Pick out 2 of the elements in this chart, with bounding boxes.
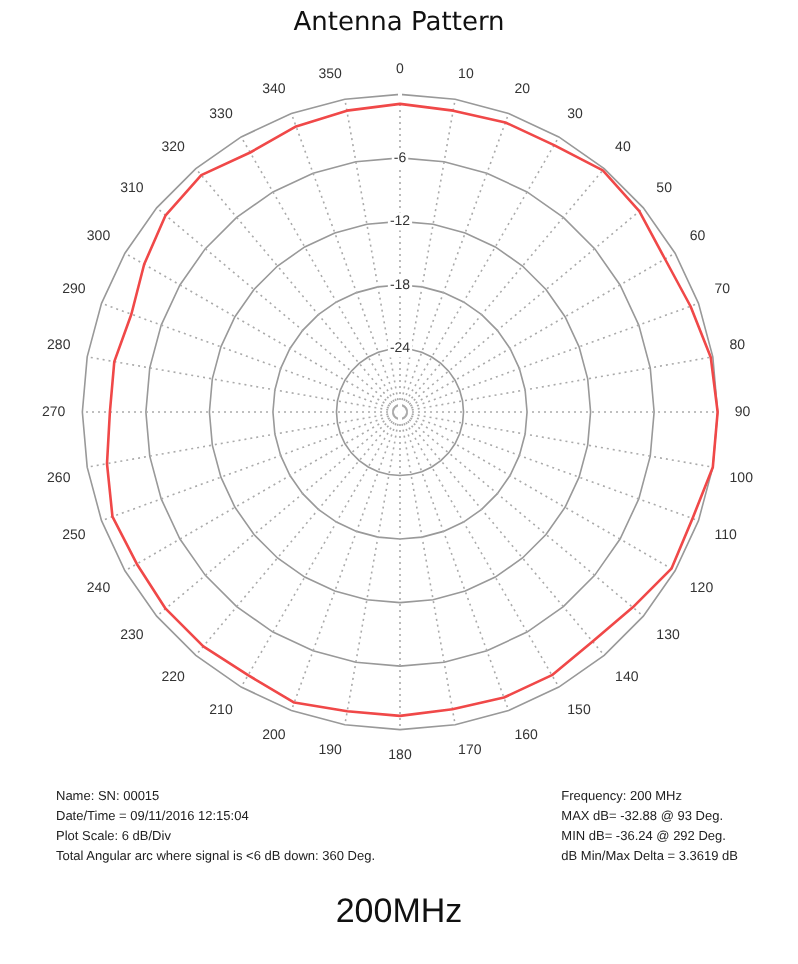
- chart-title: Antenna Pattern: [293, 8, 505, 39]
- text: 200MHz: [333, 892, 465, 932]
